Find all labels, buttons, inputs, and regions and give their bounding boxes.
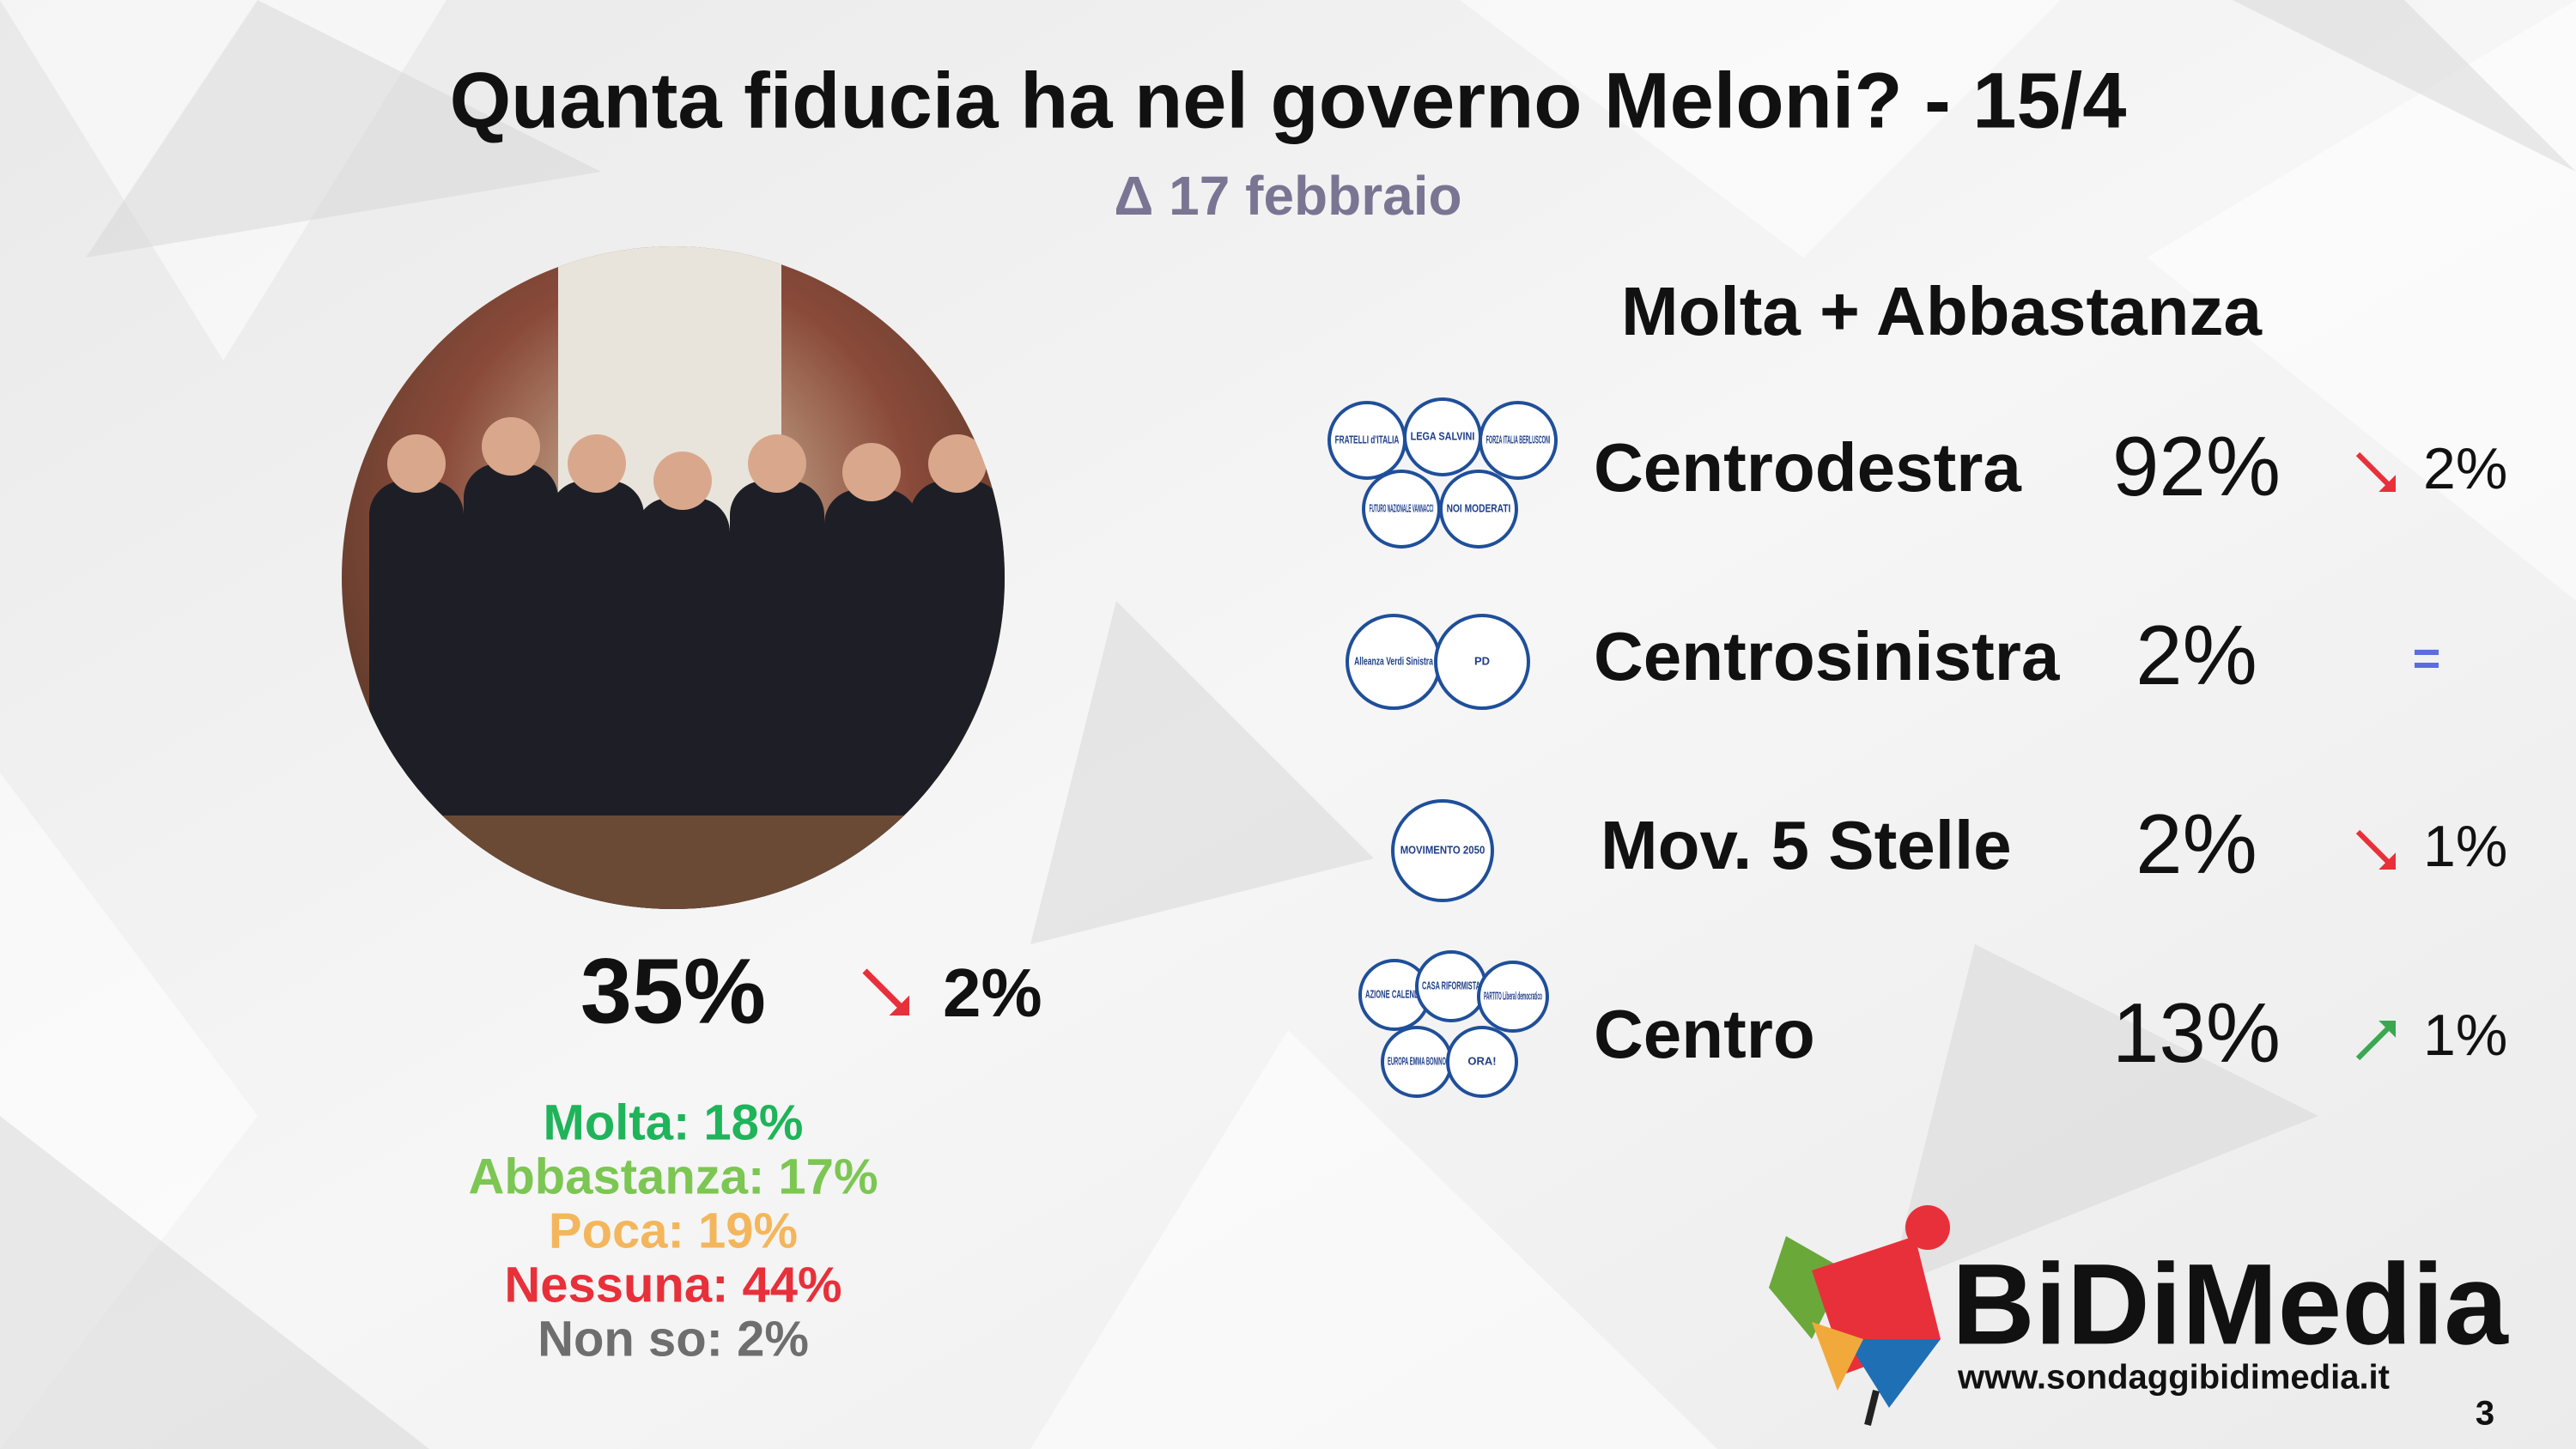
title: Quanta fiducia ha nel governo Meloni? - …	[450, 57, 2127, 144]
brand-url: www.sondaggibidimedia.it	[1957, 1359, 2390, 1397]
party-logo	[1477, 961, 1549, 1033]
page-number: 3	[2476, 1395, 2494, 1433]
trend-arrow-head	[2379, 852, 2396, 870]
brand-name: BiDiMedia	[1952, 1240, 2509, 1368]
brand-logo	[1769, 1205, 1950, 1426]
party-value: 2%	[2136, 608, 2257, 702]
party-logo	[1439, 470, 1518, 549]
parties-heading: Molta + Abbastanza	[1621, 273, 2263, 349]
party-logo-label: LEGA SALVINI	[1411, 429, 1475, 442]
party-value: 92%	[2112, 419, 2281, 513]
party-value: 13%	[2112, 985, 2281, 1080]
party-logo	[1434, 614, 1530, 710]
party-logo-label: MOVIMENTO 2050	[1400, 843, 1485, 856]
trend-arrow-head	[2379, 475, 2396, 492]
party-value: 2%	[2136, 797, 2257, 891]
subtitle: Δ 17 febbraio	[1114, 165, 1461, 227]
breakdown-item: Abbastanza: 17%	[468, 1149, 878, 1204]
party-logo-label: AZIONE CALENDA	[1365, 987, 1424, 1000]
trend-arrow	[2355, 829, 2393, 867]
overall-change: 2%	[943, 955, 1042, 1031]
party-logo-label: PD	[1474, 654, 1490, 667]
party-logo-label: PARTITO Liberal democratico	[1484, 989, 1542, 1002]
party-logo	[1479, 401, 1558, 480]
photo	[342, 246, 1005, 909]
trend-arrow	[2355, 452, 2393, 489]
party-change: =	[2413, 631, 2441, 685]
party-logo-label: FRATELLI d'ITALIA	[1335, 433, 1400, 446]
party-name: Centro	[1594, 996, 1815, 1072]
breakdown-item: Nessuna: 44%	[504, 1257, 841, 1313]
party-logo-label: NOI MODERATI	[1447, 501, 1511, 514]
trend-arrow	[862, 968, 907, 1013]
party-logo-label: Alleanza Verdi Sinistra	[1354, 654, 1433, 667]
trend-arrow-head	[889, 995, 909, 1016]
party-logo	[1391, 799, 1494, 902]
overall-value: 35%	[580, 939, 766, 1043]
party-logo-label: CASA RIFORMISTA	[1422, 979, 1480, 991]
party-name: Centrosinistra	[1594, 618, 2060, 694]
breakdown-item: Poca: 19%	[549, 1203, 798, 1258]
party-name: Mov. 5 Stelle	[1601, 807, 2012, 883]
party-name: Centrodestra	[1594, 429, 2021, 506]
party-change: 1%	[2423, 1003, 2507, 1068]
party-logo-label: ORA!	[1467, 1054, 1496, 1067]
party-change: 1%	[2423, 814, 2507, 879]
breakdown-item: Non so: 2%	[538, 1311, 809, 1367]
trend-arrow-head	[2379, 1021, 2396, 1038]
party-change: 2%	[2423, 436, 2507, 501]
party-logo-label: FUTURO NAZIONALE VANNACCI	[1370, 501, 1434, 514]
party-logo	[1446, 1026, 1518, 1098]
trend-arrow	[2355, 1023, 2393, 1061]
breakdown-item: Molta: 18%	[544, 1094, 804, 1150]
party-logo-label: FORZA ITALIA BERLUSCONI	[1486, 433, 1551, 446]
party-logo-label: EUROPA EMMA BONINO	[1388, 1054, 1446, 1067]
